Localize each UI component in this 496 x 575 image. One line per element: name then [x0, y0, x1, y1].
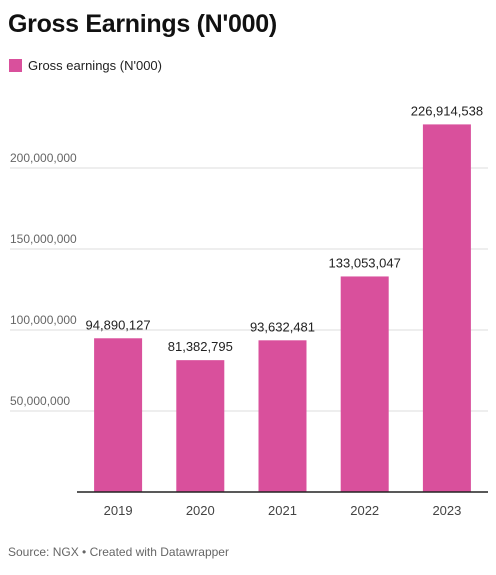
legend-label: Gross earnings (N'000) [28, 58, 162, 73]
data-label: 81,382,795 [168, 339, 233, 354]
x-tick-label: 2019 [104, 503, 133, 518]
y-tick-label: 150,000,000 [10, 232, 77, 246]
y-tick-label: 100,000,000 [10, 313, 77, 327]
data-label: 226,914,538 [411, 103, 483, 118]
x-tick-label: 2023 [432, 503, 461, 518]
data-label: 93,632,481 [250, 319, 315, 334]
bar [94, 338, 143, 492]
legend-swatch [9, 59, 22, 72]
chart-title: Gross Earnings (N'000) [8, 10, 277, 38]
bar [258, 340, 307, 492]
x-tick-label: 2020 [186, 503, 215, 518]
bar [176, 360, 225, 492]
x-tick-label: 2021 [268, 503, 297, 518]
source-note: Source: NGX • Created with Datawrapper [8, 545, 229, 559]
bar [422, 124, 471, 493]
data-label: 133,053,047 [329, 255, 401, 270]
y-tick-label: 50,000,000 [10, 394, 70, 408]
y-tick-label: 200,000,000 [10, 151, 77, 165]
bar [340, 276, 389, 492]
legend: Gross earnings (N'000) [9, 58, 162, 73]
x-tick-label: 2022 [350, 503, 379, 518]
data-label: 94,890,127 [86, 317, 151, 332]
